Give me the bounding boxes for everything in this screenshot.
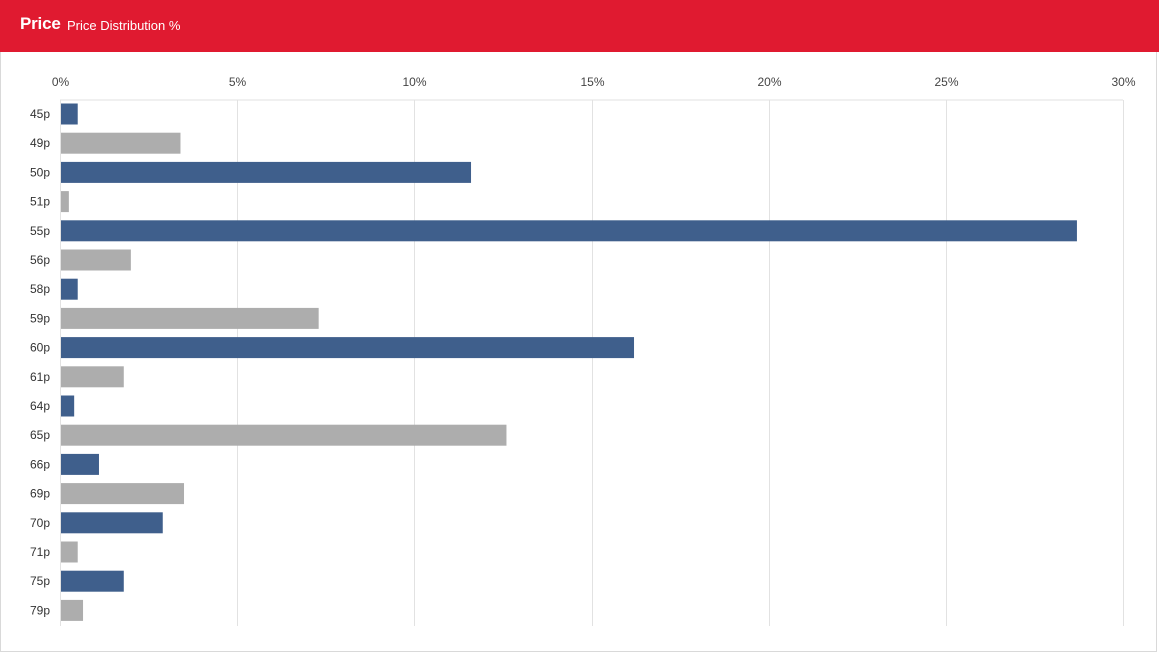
bar-49p[interactable] [61,132,181,154]
y-category-label: 75p [30,574,50,588]
bar-45p[interactable] [61,103,78,125]
bar-79p[interactable] [61,599,84,621]
chart-subtitle: Price Distribution % [67,18,181,33]
y-category-label: 64p [30,399,50,413]
x-tick-label: 0% [52,75,70,89]
y-category-label: 51p [30,195,50,209]
x-tick-label: 20% [757,75,781,89]
y-category-label: 60p [30,341,50,355]
bar-64p[interactable] [61,395,75,417]
y-category-label: 79p [30,603,50,617]
y-axis-categories: 45p 49p 50p 51p 55p 56p 58p 59p 60p 61p 64p 65p 66p 6… [30,107,50,617]
bar-65p[interactable] [61,424,507,446]
y-category-label: 69p [30,487,50,501]
y-category-label: 71p [30,545,50,559]
bar-75p[interactable] [61,570,124,592]
bar-50p[interactable] [61,161,472,183]
bar-61p[interactable] [61,366,124,388]
bar-66p[interactable] [61,453,99,475]
y-category-label: 49p [30,136,50,150]
bars [61,103,1077,621]
price-distribution-chart: 0% 5% 10% 15% 20% 25% 30% 45p 49p 50p 51p 55p 56p 58… [30,75,1136,626]
bar-60p[interactable] [61,337,635,359]
grid-lines [60,99,1124,626]
bar-59p[interactable] [61,307,319,329]
bar-71p[interactable] [61,541,78,563]
x-tick-label: 5% [229,75,247,89]
x-tick-label: 30% [1111,75,1135,89]
bar-56p[interactable] [61,249,131,271]
x-tick-label: 15% [580,75,604,89]
y-category-label: 58p [30,282,50,296]
x-tick-label: 25% [934,75,958,89]
y-category-label: 56p [30,253,50,267]
chart-header: Price Price Distribution % [0,0,1159,52]
bar-51p[interactable] [61,191,69,213]
y-category-label: 61p [30,370,50,384]
bar-70p[interactable] [61,512,163,534]
x-tick-label: 10% [402,75,426,89]
y-category-label: 66p [30,457,50,471]
y-category-label: 50p [30,165,50,179]
bar-58p[interactable] [61,278,78,300]
y-category-label: 65p [30,428,50,442]
y-category-label: 55p [30,224,50,238]
x-axis-ticks: 0% 5% 10% 15% 20% 25% 30% [52,75,1136,89]
bar-69p[interactable] [61,483,185,505]
chart-title: Price [20,14,61,33]
y-category-label: 59p [30,311,50,325]
y-category-label: 70p [30,516,50,530]
y-category-label: 45p [30,107,50,121]
bar-55p[interactable] [61,220,1077,242]
